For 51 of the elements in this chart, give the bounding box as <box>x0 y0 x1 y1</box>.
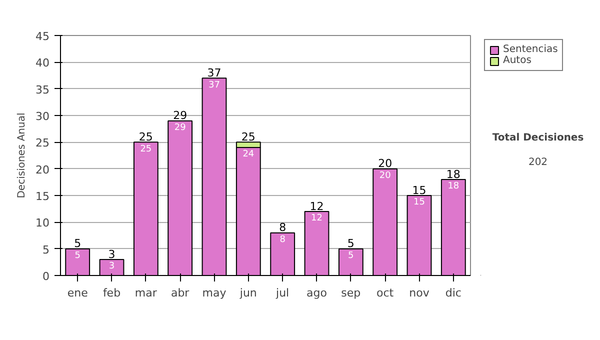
y-tick-label: 15 <box>36 190 50 203</box>
data-label: 18 <box>448 182 460 192</box>
data-label: 8 <box>280 234 286 245</box>
data-label: 12 <box>311 214 322 224</box>
data-label: 24 <box>242 150 254 160</box>
x-tick-label: ago <box>306 286 328 300</box>
x-tick-label: may <box>202 286 227 300</box>
total-label: 18 <box>446 168 460 181</box>
total-label: 5 <box>347 237 354 250</box>
y-tick-label: 45 <box>36 30 50 43</box>
data-label: 5 <box>348 250 354 261</box>
x-tick-label: feb <box>102 286 121 300</box>
x-tick-label: oct <box>376 286 394 300</box>
y-axis-title: Decisiones Anual <box>16 112 28 198</box>
x-tick-label: dic <box>445 286 462 300</box>
total-label: 15 <box>412 184 426 197</box>
y-tick-label: 10 <box>36 216 50 230</box>
x-tick-label: jun <box>238 286 257 300</box>
y-tick-label: 35 <box>36 83 50 96</box>
y-tick-label: 30 <box>36 110 50 123</box>
data-label: 15 <box>414 198 425 208</box>
x-tick-label: sep <box>341 286 361 300</box>
total-label: 37 <box>207 66 222 80</box>
x-tick-label: ene <box>67 286 88 300</box>
x-tick-label: nov <box>409 286 430 300</box>
total-label: 8 <box>279 221 286 234</box>
y-tick-label: 5 <box>42 243 50 256</box>
y-tick-label: 0 <box>42 270 50 283</box>
y-tick-label: 40 <box>36 56 50 70</box>
total-label: 3 <box>108 248 116 261</box>
data-label: 20 <box>379 170 392 181</box>
total-label: 5 <box>74 237 82 250</box>
data-label: 3 <box>108 262 115 272</box>
total-label: 25 <box>138 130 153 144</box>
total-label: 29 <box>173 109 188 122</box>
total-label: 12 <box>310 200 324 213</box>
legend-label: Autos <box>503 55 532 66</box>
text: Total Decisiones <box>492 132 584 144</box>
y-tick-label: 20 <box>36 163 50 176</box>
total-label: 20 <box>378 157 392 170</box>
data-label: 37 <box>208 80 220 90</box>
x-tick-label: abr <box>170 286 190 300</box>
legend-label: Sentencias <box>503 44 558 55</box>
data-label: 29 <box>174 122 186 133</box>
text: 202 <box>528 157 548 168</box>
x-tick-label: jul <box>275 286 290 300</box>
total-label: 25 <box>241 130 256 144</box>
y-tick-label: 25 <box>36 136 50 150</box>
data-label: 25 <box>140 144 152 154</box>
x-tick-label: mar <box>134 286 158 300</box>
data-label: 5 <box>74 250 80 261</box>
